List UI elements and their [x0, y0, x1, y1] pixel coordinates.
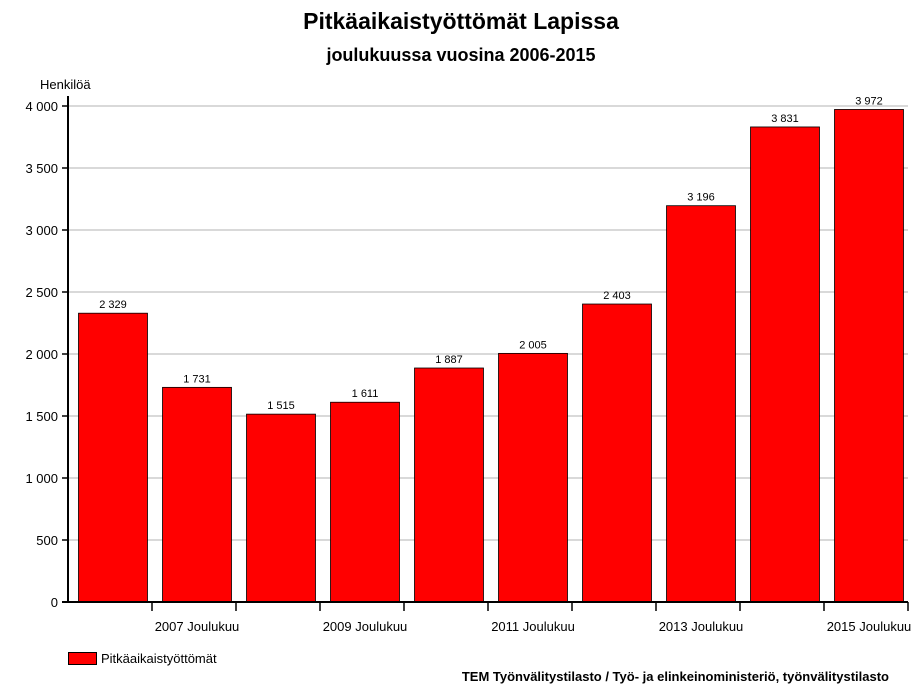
y-tick-label: 3 000: [25, 223, 58, 238]
bar-value-label: 1 515: [267, 400, 295, 412]
bar: [666, 205, 736, 603]
y-tick-label: 4 000: [25, 99, 58, 114]
chart-subtitle: joulukuussa vuosina 2006-2015: [326, 45, 596, 65]
bar-value-label: 1 731: [183, 373, 211, 385]
y-tick-label: 500: [36, 533, 58, 548]
bar-value-label: 3 972: [855, 95, 883, 107]
legend: Pitkäaikaistyöttömät: [68, 651, 217, 666]
bar: [750, 126, 820, 603]
y-tick-label: 1 000: [25, 471, 58, 486]
y-tick-label: 3 500: [25, 161, 58, 176]
y-tick-label: 0: [51, 595, 58, 610]
y-tick-label: 2 000: [25, 347, 58, 362]
source-note: TEM Työnvälitystilasto / Työ- ja elinkei…: [461, 669, 889, 684]
bar: [78, 312, 148, 603]
x-tick-label: 2011 Joulukuu: [491, 619, 575, 634]
bar-value-label: 3 831: [771, 113, 799, 125]
bar-value-label: 1 887: [435, 354, 463, 366]
bar: [162, 386, 232, 603]
legend-label: Pitkäaikaistyöttömät: [101, 651, 217, 666]
bar-value-label: 2 329: [99, 299, 127, 311]
bar-value-label: 1 611: [352, 388, 379, 400]
bar: [414, 367, 484, 603]
y-axis-label: Henkilöä: [40, 77, 91, 92]
bar-value-label: 3 196: [687, 192, 715, 204]
y-tick-label: 1 500: [25, 409, 58, 424]
legend-swatch: [68, 652, 97, 665]
bar: [330, 401, 400, 603]
chart-title: Pitkäaikaistyöttömät Lapissa: [303, 8, 619, 34]
bar: [498, 352, 568, 603]
bar: [834, 109, 904, 603]
bar-value-label: 2 005: [519, 339, 547, 351]
x-tick-label: 2015 Joulukuu: [827, 619, 912, 634]
y-tick-label: 2 500: [25, 285, 58, 300]
x-tick-label: 2009 Joulukuu: [323, 619, 408, 634]
bar: [582, 303, 652, 603]
x-tick-label: 2013 Joulukuu: [659, 619, 744, 634]
x-tick-label: 2007 Joulukuu: [155, 619, 240, 634]
bar-value-label: 2 403: [603, 290, 631, 302]
bar: [246, 413, 316, 603]
